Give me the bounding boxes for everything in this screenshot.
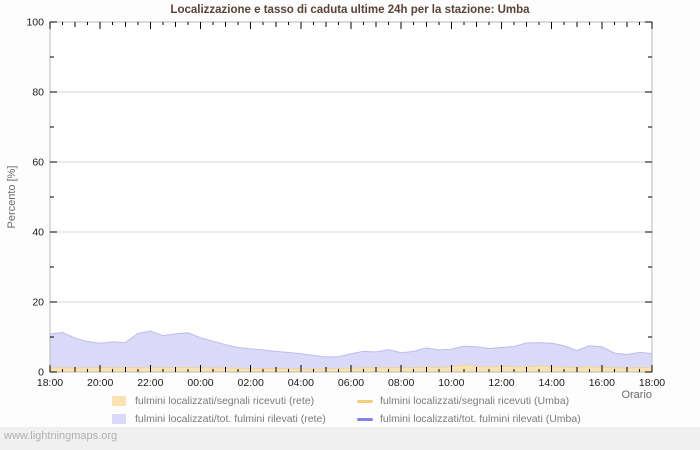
svg-text:12:00: 12:00: [488, 377, 514, 389]
legend-row: fulmini localizzati/segnali ricevuti (re…: [112, 392, 581, 410]
svg-text:04:00: 04:00: [288, 377, 314, 389]
legend-line-swatch-umba-total: [357, 417, 373, 421]
chart-legend: fulmini localizzati/segnali ricevuti (re…: [112, 392, 581, 428]
svg-text:08:00: 08:00: [388, 377, 414, 389]
svg-text:22:00: 22:00: [137, 377, 163, 389]
svg-text:18:00: 18:00: [37, 377, 63, 389]
svg-text:16:00: 16:00: [589, 377, 615, 389]
legend-area-swatch-rete-signals: [112, 396, 126, 406]
svg-text:20: 20: [32, 297, 44, 309]
svg-text:80: 80: [32, 87, 44, 99]
svg-text:02:00: 02:00: [238, 377, 264, 389]
legend-label-umba-signals: fulmini localizzati/segnali ricevuti (Um…: [380, 395, 570, 407]
watermark-link: www.lightningmaps.org: [4, 430, 118, 442]
chart-title: Localizzazione e tasso di caduta ultime …: [170, 4, 530, 16]
legend-label-umba-total: fulmini localizzati/tot. fulmini rilevat…: [380, 413, 581, 425]
svg-text:0: 0: [38, 367, 44, 379]
footer-band: [0, 427, 700, 450]
legend-label-rete-total: fulmini localizzati/tot. fulmini rilevat…: [135, 413, 326, 425]
svg-text:40: 40: [32, 227, 44, 239]
svg-text:100: 100: [26, 17, 44, 29]
svg-text:14:00: 14:00: [539, 377, 565, 389]
svg-text:60: 60: [32, 157, 44, 169]
x-axis-title: Orario: [621, 389, 652, 401]
svg-text:20:00: 20:00: [87, 377, 113, 389]
svg-text:10:00: 10:00: [438, 377, 464, 389]
svg-text:18:00: 18:00: [639, 377, 665, 389]
y-axis-title: Percento [%]: [6, 165, 18, 229]
legend-line-swatch-umba-signals: [357, 399, 373, 403]
svg-text:06:00: 06:00: [338, 377, 364, 389]
legend-area-swatch-rete-total: [112, 414, 126, 424]
svg-text:00:00: 00:00: [187, 377, 213, 389]
legend-row: fulmini localizzati/tot. fulmini rilevat…: [112, 410, 581, 428]
legend-label-rete-signals: fulmini localizzati/segnali ricevuti (re…: [135, 395, 315, 407]
